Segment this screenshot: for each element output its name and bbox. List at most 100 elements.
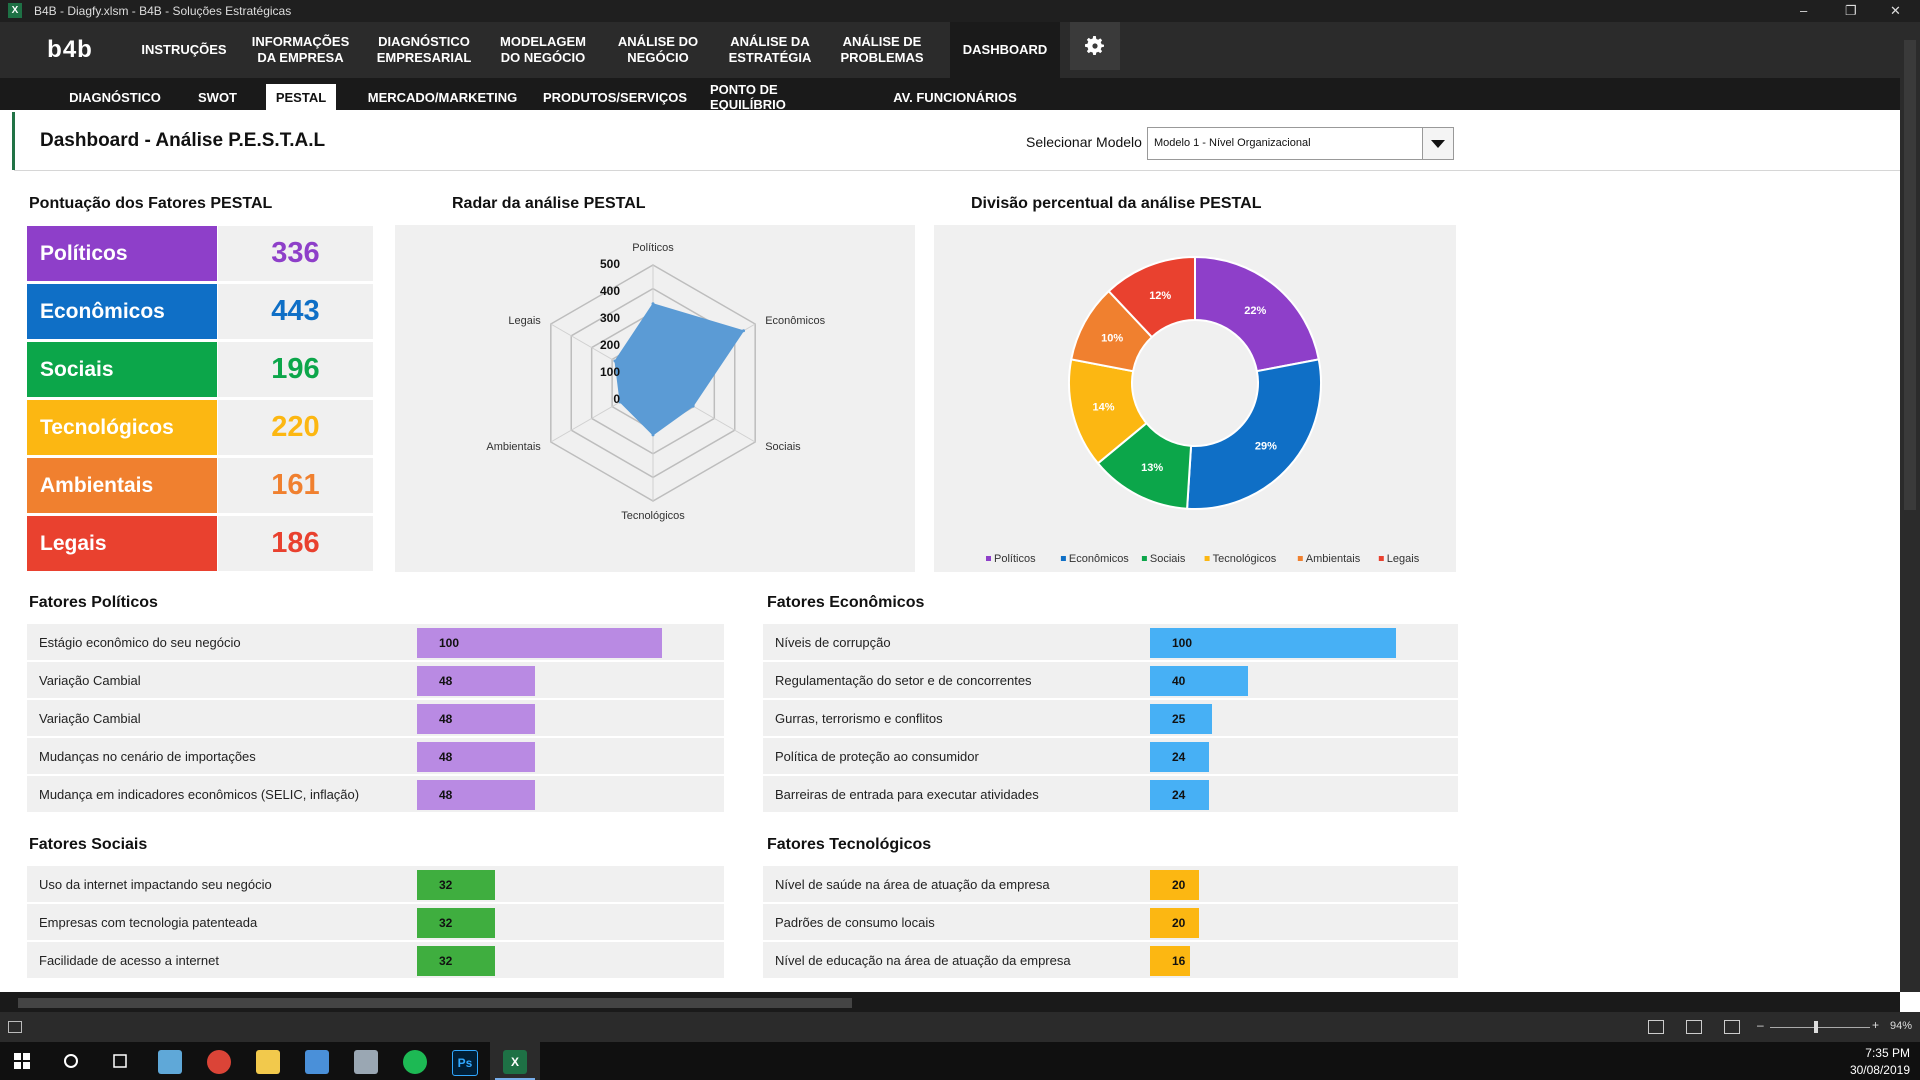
- dropdown-button[interactable]: [1422, 128, 1453, 159]
- factor-label: Uso da internet impactando seu negócio: [39, 876, 272, 892]
- donut-panel: 22% 29% 13% 14% 10% 12% Políticos Econômicos Soc…: [934, 225, 1456, 572]
- donut-data-label-politicos: 22%: [1244, 305, 1266, 317]
- remote-desktop-icon[interactable]: [305, 1050, 329, 1074]
- political-factors-title: Fatores Políticos: [29, 594, 158, 611]
- tab-ponto-equilibrio[interactable]: PONTO DE EQUILÍBRIO: [710, 82, 786, 112]
- minimize-button[interactable]: –: [1800, 3, 1808, 18]
- nav-modelagem-negocio[interactable]: MODELAGEM DO NEGÓCIO: [500, 34, 586, 65]
- file-explorer-icon[interactable]: [256, 1050, 280, 1074]
- tab-mercado-marketing[interactable]: MERCADO/MARKETING: [367, 89, 518, 105]
- macro-record-icon[interactable]: [8, 1021, 22, 1033]
- horizontal-scroll-thumb[interactable]: [18, 998, 852, 1008]
- chrome-icon[interactable]: [207, 1050, 231, 1074]
- factor-row: Mudanças no cenário de importações 48: [27, 738, 724, 774]
- network-app-icon[interactable]: [354, 1050, 378, 1074]
- close-button[interactable]: ✕: [1890, 3, 1901, 18]
- factor-label: Empresas com tecnologia patenteada: [39, 914, 258, 930]
- factor-bar: 24: [1150, 780, 1210, 810]
- nav-analise-problemas[interactable]: ANÁLISE DE PROBLEMAS: [840, 34, 924, 65]
- page-layout-icon[interactable]: [1686, 1020, 1702, 1034]
- active-app-indicator: [495, 1078, 535, 1080]
- radar-point-ambientais: [618, 400, 622, 404]
- settings-button[interactable]: [1070, 22, 1120, 70]
- radar-axis-label-economicos: Econômicos: [765, 315, 825, 327]
- economic-factors-title: Fatores Econômicos: [767, 594, 925, 611]
- zoom-slider-thumb[interactable]: [1814, 1021, 1818, 1033]
- zoom-out-button[interactable]: –: [1757, 1018, 1764, 1032]
- normal-view-icon[interactable]: [1648, 1020, 1664, 1034]
- tab-swot[interactable]: SWOT: [198, 89, 237, 105]
- window-titlebar: X B4B - Diagfy.xlsm - B4B - Soluções Est…: [0, 0, 1920, 22]
- factor-label: Níveis de corrupção: [775, 634, 891, 650]
- tab-pestal[interactable]: PESTAL: [266, 84, 336, 110]
- factor-row: Nível de educação na área de atuação da …: [763, 942, 1458, 978]
- factor-bar: 16: [1150, 946, 1190, 976]
- legend-swatch-legais: [1378, 556, 1384, 561]
- window-title: B4B - Diagfy.xlsm - B4B - Soluções Estra…: [34, 4, 292, 18]
- donut-data-label-legais: 12%: [1149, 290, 1171, 302]
- factor-row: Variação Cambial 48: [27, 662, 724, 698]
- factor-row: Uso da internet impactando seu negócio 32: [27, 866, 724, 902]
- vertical-scroll-thumb[interactable]: [1904, 40, 1916, 510]
- factor-label: Barreiras de entrada para executar ativi…: [775, 786, 1039, 802]
- radar-tick-label: 100: [600, 365, 620, 379]
- tab-produtos-servicos[interactable]: PRODUTOS/SERVIÇOS: [543, 89, 687, 105]
- score-value-sociais: 196: [218, 342, 373, 397]
- tab-av-funcionarios[interactable]: AV. FUNCIONÁRIOS: [893, 89, 1017, 105]
- excel-taskbar-icon[interactable]: X: [503, 1050, 527, 1074]
- spotify-icon[interactable]: [403, 1050, 427, 1074]
- zoom-level[interactable]: 94%: [1890, 1020, 1913, 1032]
- factor-row: Política de proteção ao consumidor 24: [763, 738, 1458, 774]
- chevron-down-icon: [1431, 139, 1445, 148]
- factor-label: Nível de saúde na área de atuação da emp…: [775, 876, 1050, 892]
- restore-button[interactable]: ❐: [1845, 3, 1857, 18]
- zoom-slider[interactable]: [1770, 1027, 1870, 1028]
- legend-label-politicos: Políticos: [994, 553, 1036, 565]
- zoom-in-button[interactable]: +: [1872, 1018, 1880, 1032]
- tab-diagnostico[interactable]: DIAGNÓSTICO: [69, 89, 161, 105]
- taskbar-date[interactable]: 30/08/2019: [1849, 1063, 1910, 1077]
- notes-app-icon[interactable]: [158, 1050, 182, 1074]
- factor-bar: 25: [1150, 704, 1212, 734]
- nav-dashboard[interactable]: DASHBOARD: [950, 22, 1060, 78]
- donut-data-label-tecnologicos: 14%: [1092, 402, 1114, 414]
- nav-analise-estrategia[interactable]: ANÁLISE DA ESTRATÉGIA: [728, 34, 812, 65]
- windows-start-icon[interactable]: [14, 1053, 30, 1069]
- nav-informacoes-empresa[interactable]: INFORMAÇÕES DA EMPRESA: [251, 34, 350, 65]
- legend-swatch-tecnologicos: [1204, 556, 1210, 561]
- factor-row: Variação Cambial 48: [27, 700, 724, 736]
- donut-slice-legais: [1107, 255, 1196, 339]
- technological-factors-title: Fatores Tecnológicos: [767, 836, 932, 853]
- taskbar-time[interactable]: 7:35 PM: [1865, 1046, 1910, 1060]
- sub-navbar: DIAGNÓSTICO SWOT PESTAL MERCADO/MARKETIN…: [0, 78, 1900, 112]
- photoshop-icon[interactable]: Ps: [452, 1050, 478, 1076]
- gear-icon: [1085, 36, 1104, 55]
- factor-row: Gurras, terrorismo e conflitos 25: [763, 700, 1458, 736]
- radar-title: Radar da análise PESTAL: [452, 195, 646, 212]
- radar-tick-label: 300: [600, 311, 620, 325]
- page-break-icon[interactable]: [1724, 1020, 1740, 1034]
- radar-point-tecnologicos: [651, 433, 655, 437]
- factor-label: Facilidade de acesso a internet: [39, 952, 219, 968]
- radar-tick-label: 400: [600, 284, 620, 298]
- factor-bar: 48: [417, 666, 535, 696]
- donut-data-label-sociais: 13%: [1141, 462, 1163, 474]
- search-icon[interactable]: [63, 1053, 79, 1069]
- score-label-legais: Legais: [27, 516, 217, 571]
- factor-bar: 40: [1150, 666, 1249, 696]
- donut-title: Divisão percentual da análise PESTAL: [971, 195, 1262, 212]
- model-select[interactable]: Modelo 1 - Nível Organizacional: [1147, 127, 1454, 160]
- factor-bar: 32: [417, 946, 496, 976]
- donut-chart: 22% 29% 13% 14% 10% 12% Políticos Econômicos Soc…: [986, 255, 1420, 565]
- scores-title: Pontuação dos Fatores PESTAL: [29, 195, 273, 212]
- factor-row: Mudança em indicadores econômicos (SELIC…: [27, 776, 724, 812]
- factor-label: Mudanças no cenário de importações: [39, 748, 256, 764]
- nav-analise-negocio[interactable]: ANÁLISE DO NEGÓCIO: [617, 34, 699, 65]
- nav-instrucoes[interactable]: INSTRUÇÕES: [141, 42, 227, 57]
- nav-diagnostico-empresarial[interactable]: DIAGNÓSTICO EMPRESARIAL: [376, 34, 472, 65]
- donut-slice-politicos: [1194, 255, 1320, 373]
- score-label-politicos: Políticos: [27, 226, 217, 281]
- factor-label: Nível de educação na área de atuação da …: [775, 952, 1071, 968]
- task-view-icon[interactable]: [111, 1053, 129, 1069]
- radar-tick-label: 200: [600, 338, 620, 352]
